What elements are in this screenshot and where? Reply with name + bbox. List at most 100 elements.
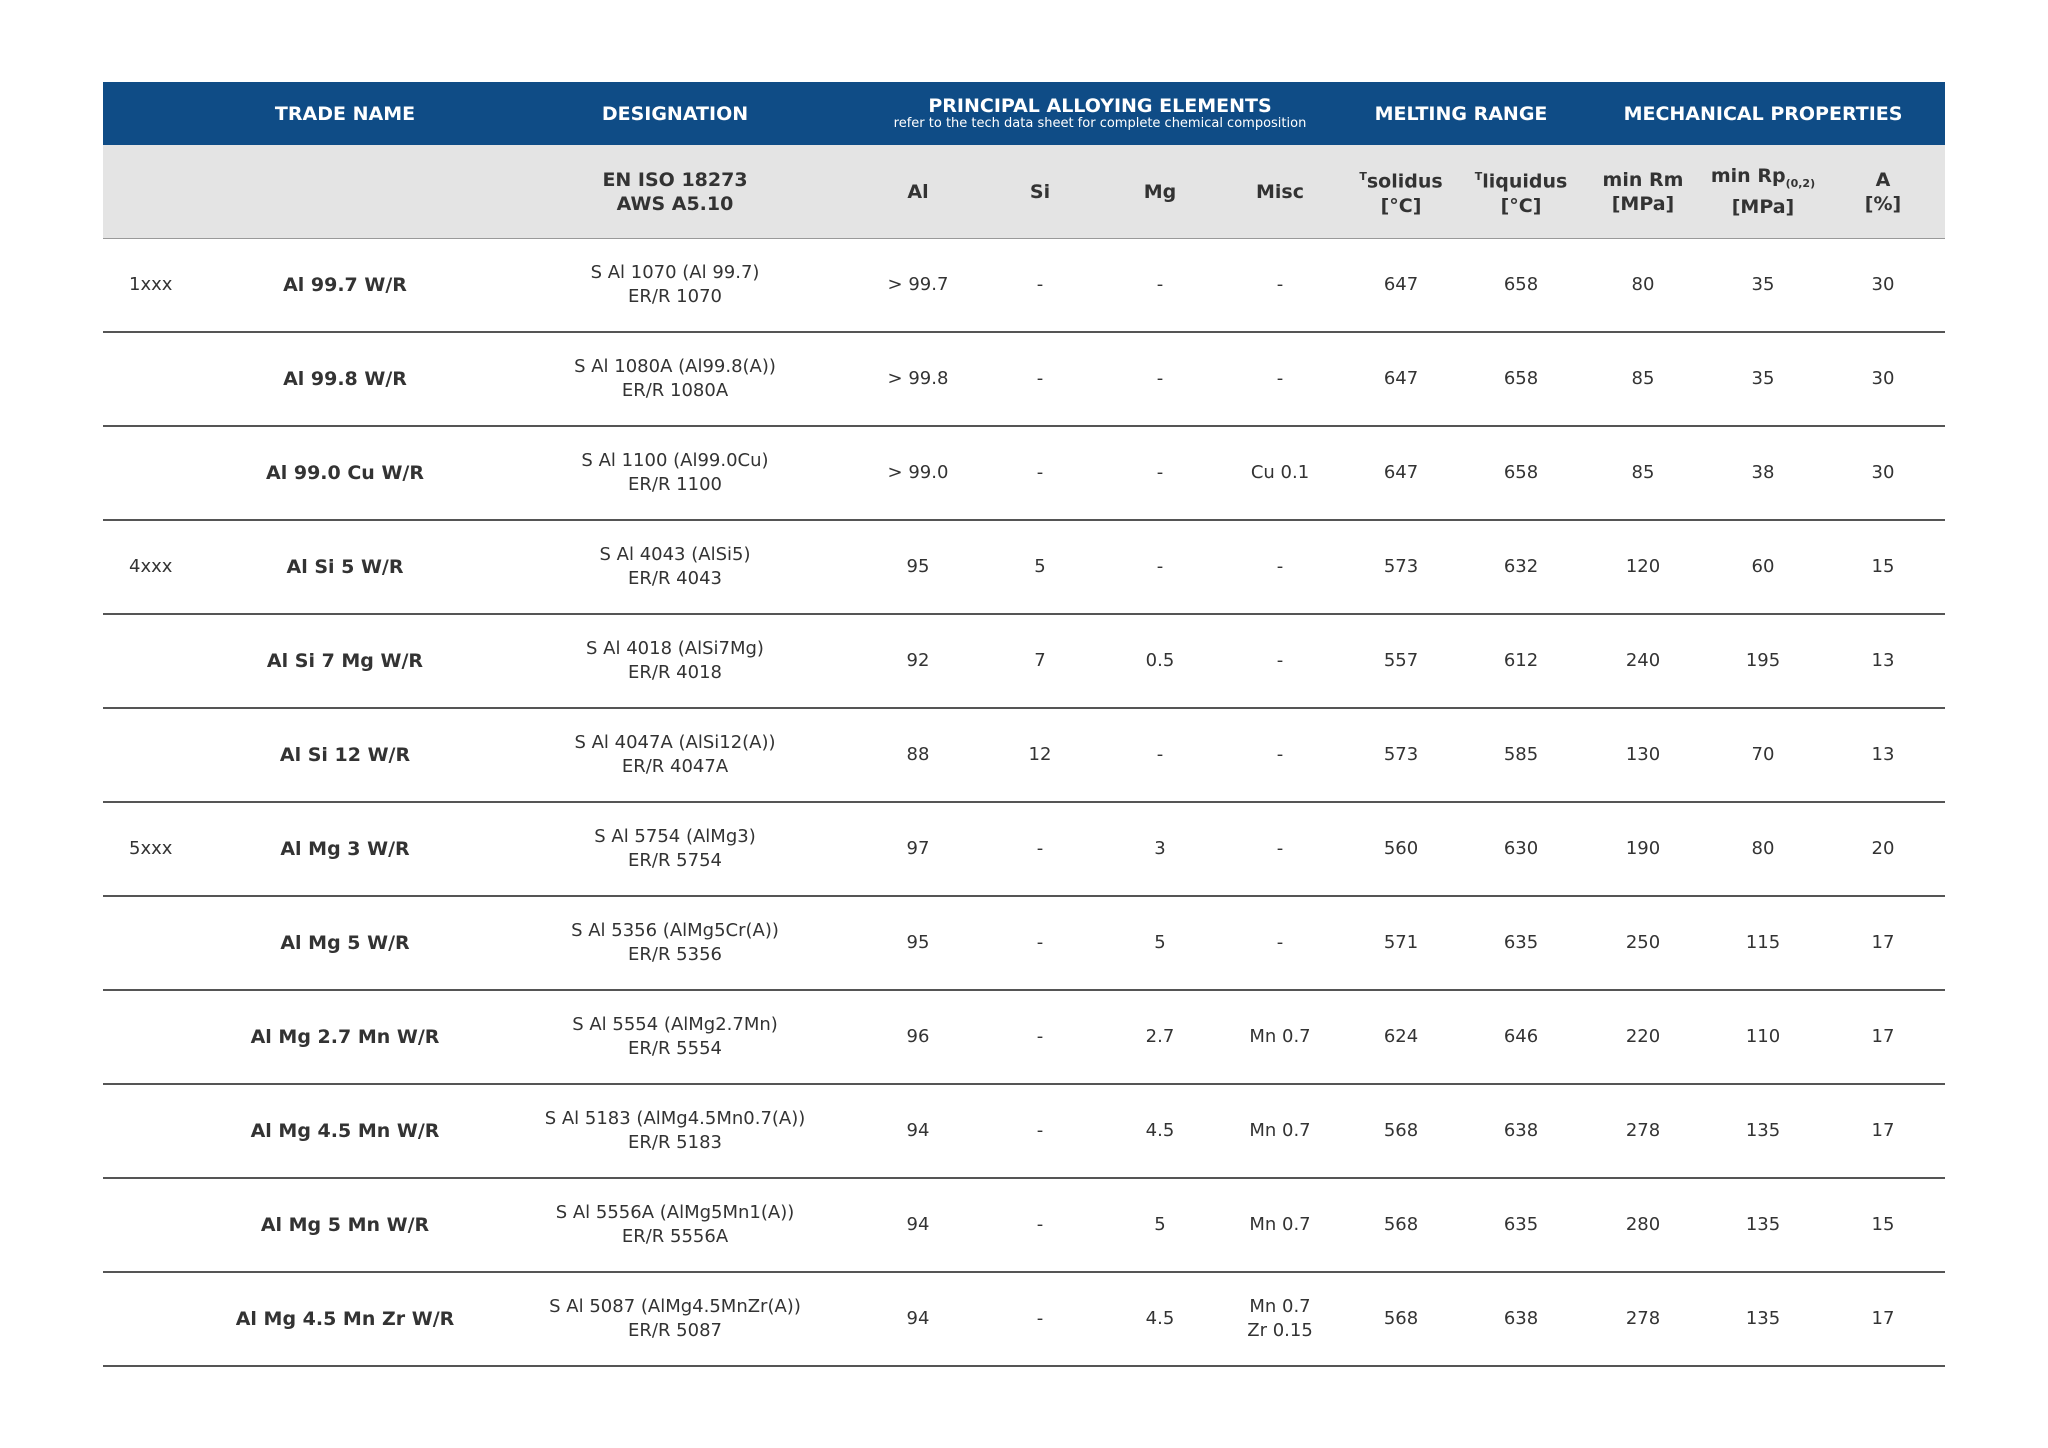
table-cell: 573 bbox=[1326, 708, 1476, 802]
table-cell: Al Si 12 W/R bbox=[279, 744, 411, 766]
table-cell: - bbox=[1036, 932, 1044, 953]
table-cell-line: ER/R 1100 bbox=[628, 474, 722, 495]
table-cell: 278 bbox=[1625, 1120, 1661, 1141]
header-title: MECHANICAL PROPERTIES bbox=[1623, 102, 1903, 125]
table-cell: 280 bbox=[1568, 1178, 1718, 1272]
subheader-cell-text: min Rp bbox=[1710, 164, 1786, 187]
table-cell: 130 bbox=[1625, 744, 1661, 765]
table-cell: 94 bbox=[906, 1308, 930, 1329]
table-cell: Al 99.0 Cu W/R bbox=[266, 462, 424, 484]
table-cell: - bbox=[1085, 708, 1235, 802]
table-cell: 571 bbox=[1383, 932, 1419, 953]
table-cell: 96 bbox=[906, 1026, 930, 1047]
table-cell: Al Mg 5 Mn W/R bbox=[260, 1214, 430, 1236]
table-cell-line: S Al 4018 (AlSi7Mg) bbox=[586, 638, 764, 659]
table-cell: - bbox=[1205, 708, 1355, 802]
table-cell: - bbox=[1276, 274, 1284, 295]
table-cell: Mn 0.7 bbox=[1249, 1120, 1311, 1141]
table-cell: 557 bbox=[1326, 614, 1476, 708]
subheader-cell-line: [MPa] bbox=[1611, 192, 1675, 215]
table-cell: 135 bbox=[1745, 1214, 1781, 1235]
table-cell: 12 bbox=[965, 708, 1115, 802]
table-cell: - bbox=[965, 238, 1115, 332]
table-cell: - bbox=[1085, 426, 1235, 520]
table-cell: 85 bbox=[1568, 426, 1718, 520]
subheader-cell-label: min Rp(0,2) bbox=[1711, 164, 1815, 196]
subheader-cell: A [%] bbox=[1808, 145, 1958, 238]
table-cell: 35 bbox=[1688, 332, 1838, 426]
table-cell: 94 bbox=[906, 1120, 930, 1141]
table-cell: 38 bbox=[1751, 462, 1775, 483]
table-cell: 0.5 bbox=[1085, 614, 1235, 708]
subheader-cell: Si bbox=[1029, 180, 1051, 203]
table-cell: Al Si 5 W/R bbox=[195, 520, 495, 614]
table-cell: Cu 0.1 bbox=[1250, 462, 1310, 483]
table-cell: 4.5 bbox=[1145, 1120, 1175, 1141]
table-cell: 30 bbox=[1871, 274, 1895, 295]
table-cell: 647 bbox=[1383, 368, 1419, 389]
table-cell-line: ER/R 4047A bbox=[621, 756, 729, 777]
table-cell: Al Mg 4.5 Mn W/R bbox=[250, 1120, 440, 1142]
table-cell: 195 bbox=[1688, 614, 1838, 708]
table-cell: 95 bbox=[843, 896, 993, 990]
table-cell: S Al 4018 (AlSi7Mg) ER/R 4018 bbox=[495, 614, 855, 708]
table-cell: 15 bbox=[1871, 1214, 1895, 1235]
subheader-cell-sup: T bbox=[1359, 170, 1367, 184]
table-cell: - bbox=[1156, 744, 1164, 765]
table-cell: 612 bbox=[1446, 614, 1596, 708]
subheader-cell: Tliquidus [°C] bbox=[1446, 145, 1596, 238]
table-cell: 94 bbox=[906, 1214, 930, 1235]
table-cell: Al Si 12 W/R bbox=[195, 708, 495, 802]
table-cell: 635 bbox=[1446, 1178, 1596, 1272]
table-cell: 5 bbox=[1154, 1214, 1166, 1235]
table-cell: Al 99.7 W/R bbox=[195, 238, 495, 332]
table-cell: 15 bbox=[1808, 1178, 1958, 1272]
table-cell: 15 bbox=[1808, 520, 1958, 614]
table-cell: S Al 5087 (AlMg4.5MnZr(A)) ER/R 5087 bbox=[495, 1272, 855, 1366]
table-cell-line: S Al 5183 (AlMg4.5Mn0.7(A)) bbox=[544, 1108, 806, 1129]
table-cell: 573 bbox=[1383, 556, 1419, 577]
table-cell: Al Mg 4.5 Mn Zr W/R bbox=[235, 1308, 455, 1330]
table-cell-line: ER/R 5183 bbox=[628, 1132, 722, 1153]
series-label: 5xxx bbox=[129, 802, 209, 896]
table-cell: 94 bbox=[843, 1178, 993, 1272]
series-label: 1xxx bbox=[129, 274, 173, 295]
table-cell: Al 99.8 W/R bbox=[195, 332, 495, 426]
table-cell: 571 bbox=[1326, 896, 1476, 990]
table-cell: 630 bbox=[1446, 802, 1596, 896]
table-cell: - bbox=[965, 896, 1115, 990]
table-cell: S Al 4047A (AlSi12(A)) ER/R 4047A bbox=[495, 708, 855, 802]
table-cell: > 99.8 bbox=[843, 332, 993, 426]
subheader-cell-line: [%] bbox=[1864, 192, 1902, 215]
table-cell: 2.7 bbox=[1145, 1026, 1175, 1047]
subheader-cell-label: Tliquidus bbox=[1475, 165, 1568, 193]
table-cell-line: ER/R 4018 bbox=[628, 662, 722, 683]
table-cell: 85 bbox=[1631, 462, 1655, 483]
table-cell: - bbox=[1156, 368, 1164, 389]
table-cell: 95 bbox=[843, 520, 993, 614]
table-cell: - bbox=[1276, 932, 1284, 953]
table-cell: 4.5 bbox=[1145, 1308, 1175, 1329]
table-cell: 110 bbox=[1688, 990, 1838, 1084]
table-cell-line: S Al 4043 (AlSi5) bbox=[599, 544, 751, 565]
table-cell-line: S Al 5554 (AlMg2.7Mn) bbox=[572, 1014, 778, 1035]
table-cell: 13 bbox=[1808, 708, 1958, 802]
table-cell: 94 bbox=[843, 1084, 993, 1178]
table-cell: - bbox=[1036, 368, 1044, 389]
series-label: 1xxx bbox=[129, 238, 209, 332]
table-cell: 5 bbox=[965, 520, 1115, 614]
table-cell: - bbox=[1276, 556, 1284, 577]
table-cell: 96 bbox=[843, 990, 993, 1084]
subheader-cell-text: liquidus bbox=[1482, 170, 1568, 193]
table-cell: 80 bbox=[1631, 274, 1655, 295]
table-cell: 278 bbox=[1568, 1084, 1718, 1178]
table-cell: 573 bbox=[1383, 744, 1419, 765]
table-cell-line: ER/R 5554 bbox=[628, 1038, 722, 1059]
table-cell-line: ER/R 5556A bbox=[621, 1226, 729, 1247]
header-title: MELTING RANGE bbox=[1301, 82, 1621, 145]
table-cell: - bbox=[1036, 1120, 1044, 1141]
table-cell: - bbox=[965, 332, 1115, 426]
table-cell: - bbox=[1205, 802, 1355, 896]
table-cell-line: ER/R 5356 bbox=[628, 944, 722, 965]
